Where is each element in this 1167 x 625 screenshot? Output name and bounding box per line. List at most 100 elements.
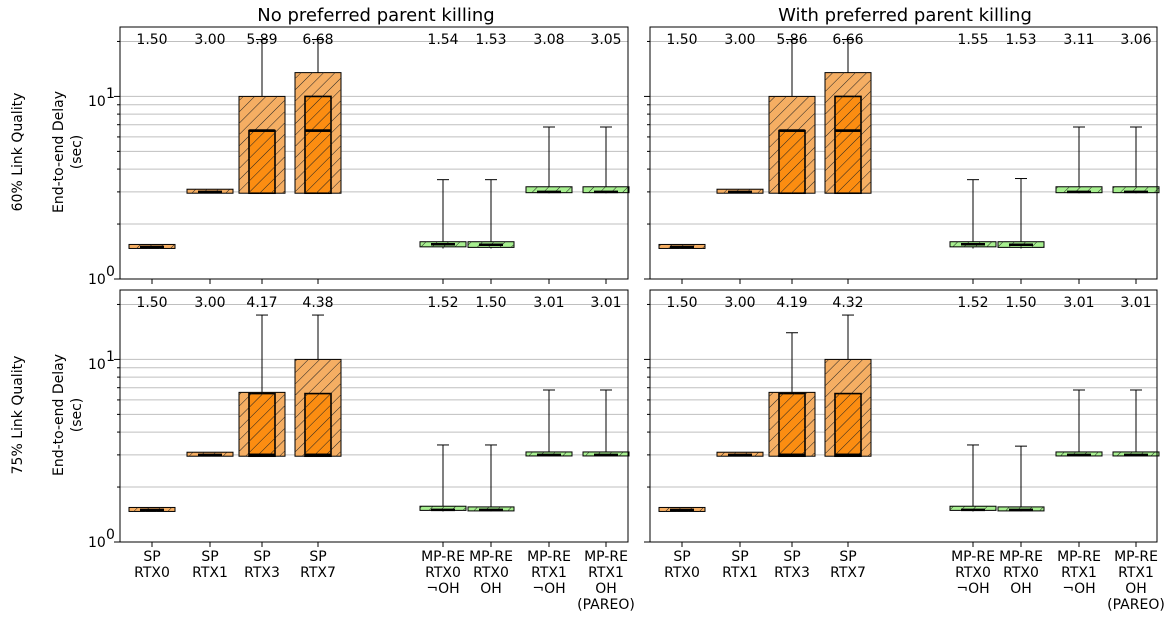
x-tick-label: OH bbox=[1010, 581, 1032, 597]
x-tick-label: OH bbox=[595, 581, 617, 597]
box-3 bbox=[238, 38, 286, 195]
box-7 bbox=[1055, 126, 1103, 194]
box-2 bbox=[186, 451, 234, 457]
x-tick-label: SP bbox=[143, 549, 160, 565]
x-tick-label: RTX1 bbox=[588, 565, 624, 581]
x-tick-label: ¬OH bbox=[426, 581, 459, 597]
box-5 bbox=[949, 179, 997, 249]
x-tick-label: MP-RE bbox=[421, 549, 465, 565]
grid-lines bbox=[120, 40, 628, 225]
mean-label: 3.00 bbox=[194, 32, 225, 48]
box-8 bbox=[582, 126, 630, 194]
box-8 bbox=[582, 389, 630, 457]
box-4 bbox=[824, 38, 872, 195]
mean-label: 1.50 bbox=[136, 295, 167, 311]
panel-75-with-killing: 1.50 3.00 4.19 4.32 1.52 1.50 3.01 3.01 bbox=[644, 289, 1160, 547]
x-tick-label: MP-RE bbox=[1057, 549, 1101, 565]
box-5 bbox=[419, 444, 467, 512]
y-tick-label-bottom-1e1: 10 1 bbox=[88, 349, 115, 373]
grid-lines bbox=[650, 303, 1157, 488]
y-tick-exponent: 0 bbox=[106, 264, 115, 280]
box-7 bbox=[1055, 389, 1103, 457]
mean-label: 1.50 bbox=[136, 32, 167, 48]
box-hatch bbox=[526, 186, 572, 193]
x-tick-label: RTX0 bbox=[425, 565, 461, 581]
y-ticks bbox=[644, 40, 650, 280]
box-hatch bbox=[950, 506, 996, 511]
box-3 bbox=[768, 38, 816, 195]
y-tick-label-bottom-1e0: 10 0 bbox=[88, 527, 115, 551]
x-tick-label: SP bbox=[309, 549, 326, 565]
mean-label: 1.52 bbox=[427, 295, 458, 311]
inner-box-hatch bbox=[249, 130, 275, 194]
box-hatch bbox=[1056, 186, 1102, 193]
x-tick-label: SP bbox=[783, 549, 800, 565]
x-tick-label: RTX1 bbox=[1118, 565, 1154, 581]
x-tick-label: OH bbox=[1125, 581, 1147, 597]
inner-box-hatch bbox=[779, 393, 805, 457]
mean-label: 6.68 bbox=[302, 32, 333, 48]
inner-box-hatch bbox=[249, 393, 275, 457]
box-8 bbox=[1112, 126, 1160, 194]
box-1 bbox=[128, 506, 176, 512]
mean-label: 1.53 bbox=[475, 32, 506, 48]
mean-label: 3.00 bbox=[724, 32, 755, 48]
mean-label: 1.54 bbox=[427, 32, 458, 48]
x-tick-label: RTX0 bbox=[473, 565, 509, 581]
mean-label: 6.66 bbox=[832, 32, 863, 48]
y-tick-base: 10 bbox=[88, 535, 106, 551]
x-tick-label: MP-RE bbox=[527, 549, 571, 565]
y-tick-exponent: 0 bbox=[106, 527, 115, 543]
box-2 bbox=[186, 188, 234, 194]
inner-box-hatch bbox=[305, 393, 331, 457]
y-tick-exponent: 1 bbox=[106, 86, 115, 102]
inner-box-hatch bbox=[779, 130, 805, 194]
box-6 bbox=[997, 445, 1045, 512]
box-6 bbox=[467, 179, 515, 249]
mean-label: 4.38 bbox=[302, 295, 333, 311]
box-5 bbox=[419, 179, 467, 249]
box-5 bbox=[949, 444, 997, 512]
y-axis-title-line1: End-to-end Delay bbox=[51, 354, 67, 476]
mean-label: 3.05 bbox=[590, 32, 621, 48]
y-tick-base: 10 bbox=[88, 94, 106, 110]
box-1 bbox=[658, 243, 706, 249]
box-2 bbox=[716, 451, 764, 457]
x-tick-label: RTX0 bbox=[1003, 565, 1039, 581]
column-title-left: No preferred parent killing bbox=[257, 5, 494, 26]
box-3 bbox=[768, 332, 816, 458]
mean-label: 3.08 bbox=[533, 32, 564, 48]
x-tick-label: RTX7 bbox=[830, 565, 866, 581]
mean-label: 5.86 bbox=[776, 32, 807, 48]
box-2 bbox=[716, 188, 764, 194]
box-6 bbox=[467, 444, 515, 512]
y-ticks bbox=[114, 303, 120, 543]
y-tick-base: 10 bbox=[88, 357, 106, 373]
row-label-75: 75% Link Quality bbox=[10, 356, 26, 475]
x-tick-label: RTX7 bbox=[300, 565, 336, 581]
y-axis-title-line2: (sec) bbox=[69, 135, 85, 170]
x-tick-label: MP-RE bbox=[1114, 549, 1158, 565]
panel-60-no-killing: 1.50 3.00 5.89 6.68 1.54 1.53 3.08 3.05 bbox=[114, 26, 630, 284]
x-tick-label: MP-RE bbox=[951, 549, 995, 565]
mean-label: 1.50 bbox=[666, 32, 697, 48]
axes-frame bbox=[649, 289, 1158, 543]
y-axis-title-top: End-to-end Delay (sec) bbox=[51, 91, 85, 213]
x-tick-label: RTX1 bbox=[531, 565, 567, 581]
box-7 bbox=[525, 389, 573, 457]
y-tick-label-top-1e0: 10 0 bbox=[88, 264, 115, 288]
mean-label: 3.00 bbox=[194, 295, 225, 311]
x-tick-label: ¬OH bbox=[532, 581, 565, 597]
box-4 bbox=[294, 314, 342, 458]
mean-label: 3.01 bbox=[1063, 295, 1094, 311]
mean-label: 3.06 bbox=[1120, 32, 1151, 48]
box-6 bbox=[997, 178, 1045, 249]
box-7 bbox=[525, 126, 573, 194]
box-8 bbox=[1112, 389, 1160, 457]
x-tick-label: SP bbox=[201, 549, 218, 565]
mean-label: 3.01 bbox=[590, 295, 621, 311]
x-tick-labels-left: SPRTX0SPRTX1SPRTX3SPRTX7MP-RERTX0¬OHMP-R… bbox=[134, 549, 635, 613]
axes-frame bbox=[119, 26, 629, 280]
x-tick-label: (PAREO) bbox=[1107, 597, 1165, 613]
